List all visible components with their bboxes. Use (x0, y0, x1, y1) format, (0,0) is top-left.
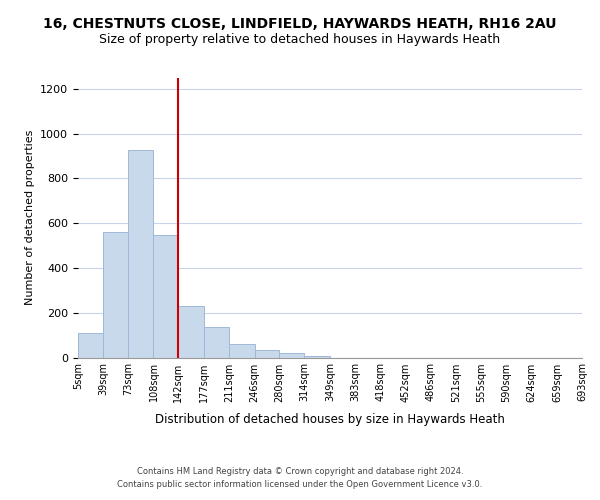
Bar (204, 328, 229, 358)
Text: Contains public sector information licensed under the Open Government Licence v3: Contains public sector information licen… (118, 480, 482, 489)
Bar (178, 306, 204, 358)
Y-axis label: Number of detached properties: Number of detached properties (25, 130, 35, 305)
Bar (304, 356, 330, 358)
Bar (280, 353, 304, 358)
X-axis label: Distribution of detached houses by size in Haywards Heath: Distribution of detached houses by size … (155, 413, 505, 426)
Text: Size of property relative to detached houses in Haywards Heath: Size of property relative to detached ho… (100, 32, 500, 46)
Text: 16, CHESTNUTS CLOSE, LINDFIELD, HAYWARDS HEATH, RH16 2AU: 16, CHESTNUTS CLOSE, LINDFIELD, HAYWARDS… (43, 18, 557, 32)
Bar (154, 236, 178, 358)
Bar (78, 333, 103, 357)
Bar (103, 232, 128, 358)
Bar (229, 344, 254, 358)
Bar (254, 350, 280, 358)
Text: Contains HM Land Registry data © Crown copyright and database right 2024.: Contains HM Land Registry data © Crown c… (137, 467, 463, 476)
Bar (128, 150, 154, 358)
Text: 16 CHESTNUTS CLOSE: 142sqm
← 60% of detached houses are smaller (1,576)
39% of s: 16 CHESTNUTS CLOSE: 142sqm ← 60% of deta… (0, 499, 1, 500)
